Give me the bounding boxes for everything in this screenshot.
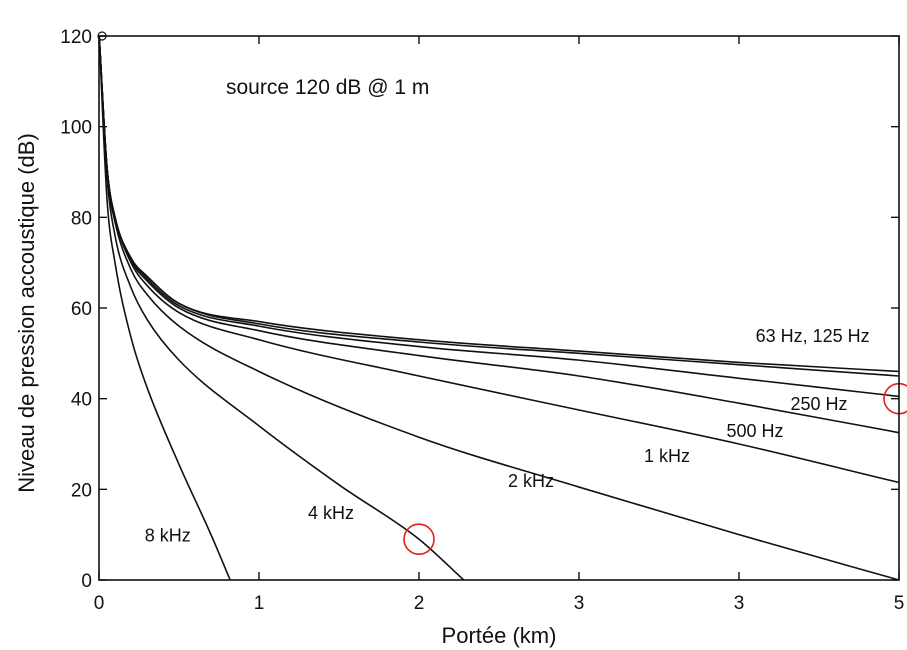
series-label: 2 kHz xyxy=(508,471,554,491)
x-tick-label: 3 xyxy=(574,593,585,614)
plot-frame xyxy=(98,35,900,581)
series-line-5 xyxy=(98,35,900,581)
x-axis-label: Portée (km) xyxy=(442,623,557,648)
y-tick-label: 80 xyxy=(71,208,92,229)
highlight-circle xyxy=(403,523,435,556)
x-tick-label: 2 xyxy=(414,593,425,614)
series-line-1 xyxy=(98,35,900,377)
series-label: 1 kHz xyxy=(644,446,690,466)
source-annotation: source 120 dB @ 1 m xyxy=(226,76,429,99)
x-tick-label: 0 xyxy=(94,593,105,614)
y-tick-label: 20 xyxy=(71,480,92,501)
series-lines xyxy=(98,35,900,581)
series-line-6 xyxy=(98,35,465,581)
series-line-3 xyxy=(98,35,900,434)
y-tick-label: 0 xyxy=(81,571,92,592)
series-label: 4 kHz xyxy=(308,503,354,523)
x-tick-label: 5 xyxy=(894,593,905,614)
series-label: 500 Hz xyxy=(726,421,783,441)
series-labels: 63 Hz, 125 Hz 250 Hz 500 Hz 1 kHz 2 kHz 4 kHz… xyxy=(145,326,870,545)
series-line-7 xyxy=(98,35,231,581)
y-tick-label: 120 xyxy=(60,27,92,48)
y-tick-label: 60 xyxy=(71,299,92,320)
series-label: 8 kHz xyxy=(145,525,191,545)
series-label: 63 Hz, 125 Hz xyxy=(756,326,870,346)
series-label: 250 Hz xyxy=(790,394,847,414)
x-tick-label: 1 xyxy=(254,593,265,614)
y-axis-label: Niveau de pression accoustique (dB) xyxy=(14,133,39,493)
y-tick-label: 100 xyxy=(60,118,92,139)
series-line-0 xyxy=(98,35,900,373)
x-tick-label: 3 xyxy=(734,593,745,614)
highlight-markers xyxy=(97,31,907,556)
y-tick-label: 40 xyxy=(71,390,92,411)
series-line-4 xyxy=(98,35,900,484)
